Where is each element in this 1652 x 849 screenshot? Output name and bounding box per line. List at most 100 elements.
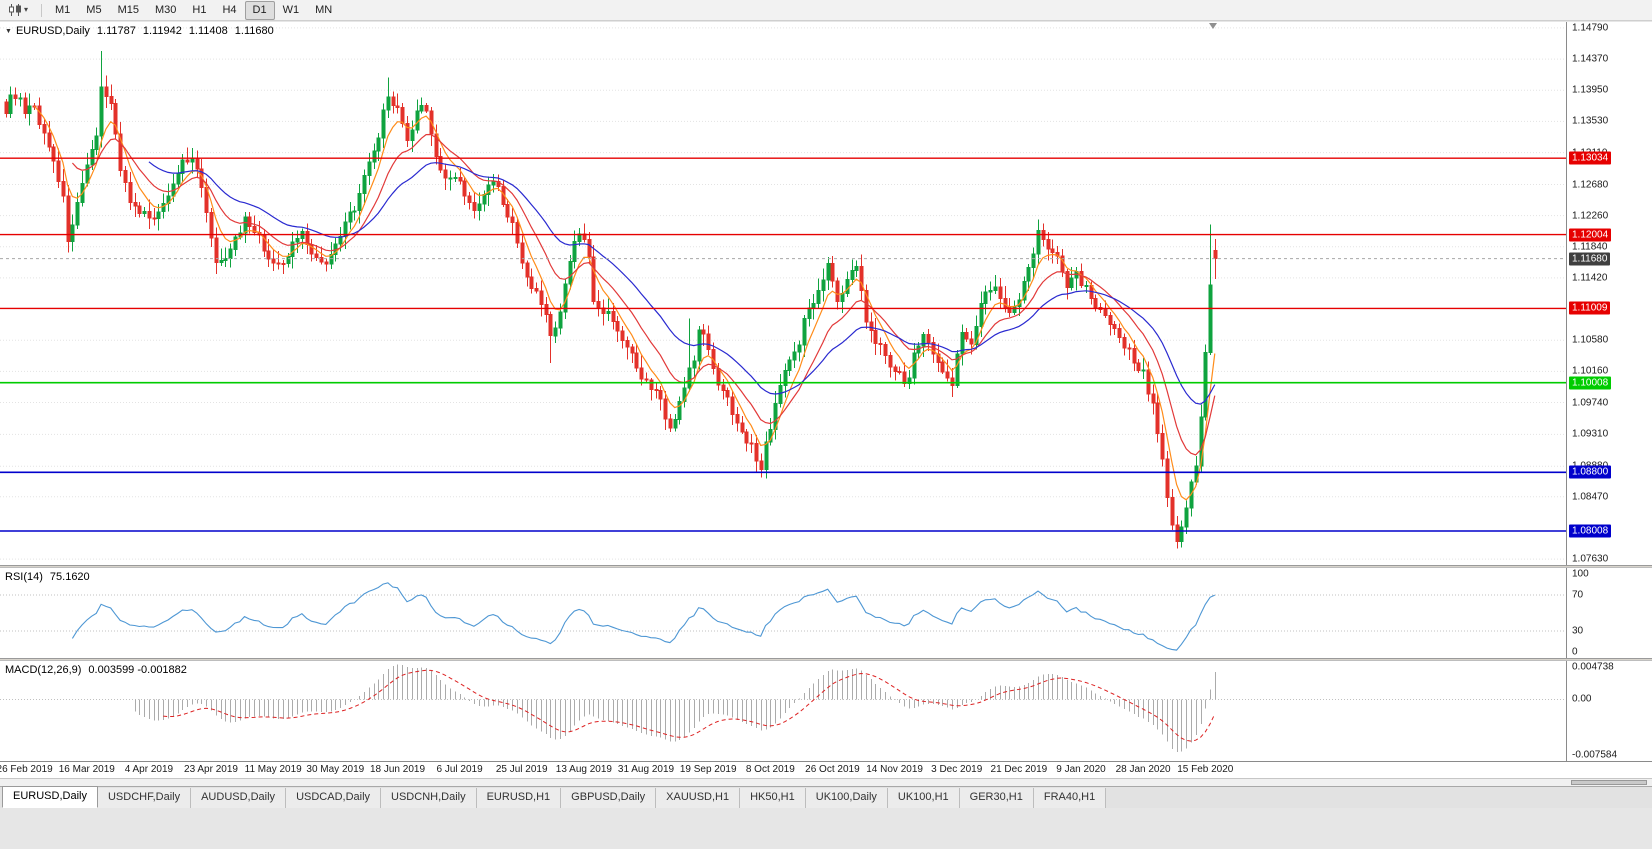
timeframe-button-w1[interactable]: W1 bbox=[282, 3, 300, 16]
rsi-axis-tick: 100 bbox=[1572, 568, 1589, 580]
price-axis-tick: 1.09740 bbox=[1572, 397, 1609, 408]
rsi-header: RSI(14) 75.1620 bbox=[5, 571, 90, 583]
one-click-trading-toggle[interactable]: ▼ bbox=[5, 28, 12, 35]
chart-symbol-label: EURUSD,Daily bbox=[15, 25, 90, 37]
rsi-axis-tick: 70 bbox=[1572, 589, 1584, 601]
chart-tab-eurusd-daily[interactable]: EURUSD,Daily bbox=[2, 786, 98, 808]
price-line-label: 1.11009 bbox=[1569, 301, 1611, 315]
timeframe-button-m30[interactable]: M30 bbox=[154, 3, 177, 16]
chart-tab-fra40-h1[interactable]: FRA40,H1 bbox=[1033, 788, 1107, 808]
macd-axis[interactable]: 0.004738 0.00 -0.007584 bbox=[1566, 661, 1652, 761]
time-axis-label: 28 Jan 2020 bbox=[1115, 764, 1171, 775]
rsi-axis-tick: 30 bbox=[1572, 625, 1584, 637]
chart-shift-marker[interactable] bbox=[1209, 23, 1217, 29]
price-axis-tick: 1.08470 bbox=[1572, 491, 1609, 503]
time-axis-label: 3 Dec 2019 bbox=[931, 764, 983, 775]
timeframe-button-h1[interactable]: H1 bbox=[192, 3, 207, 16]
price-axis-tick: 1.12260 bbox=[1572, 210, 1609, 222]
ohlc-open: 1.11787 bbox=[96, 25, 136, 37]
time-axis-label: 16 Mar 2019 bbox=[58, 764, 115, 775]
chart-tab-hk50-h1[interactable]: HK50,H1 bbox=[740, 788, 806, 808]
rsi-axis[interactable]: 100 70 30 0 bbox=[1566, 568, 1652, 658]
macd-axis-tick: -0.007584 bbox=[1572, 749, 1618, 761]
rsi-name-label: RSI(14) bbox=[5, 571, 43, 583]
toolbar-separator bbox=[41, 3, 43, 17]
time-axis-label: 21 Dec 2019 bbox=[990, 764, 1048, 775]
time-axis-label: 31 Aug 2019 bbox=[617, 764, 675, 775]
macd-axis-tick: 0.00 bbox=[1572, 693, 1592, 705]
macd-name-label: MACD(12,26,9) bbox=[5, 664, 82, 676]
chart-tab-uk100-h1[interactable]: UK100,H1 bbox=[887, 788, 960, 808]
time-axis-label: 30 May 2019 bbox=[306, 764, 365, 775]
time-axis-label: 14 Nov 2019 bbox=[866, 764, 923, 775]
scrollbar-thumb[interactable] bbox=[1571, 780, 1647, 785]
price-axis-tick: 1.10160 bbox=[1572, 365, 1609, 377]
chart-tab-usdcnh-daily[interactable]: USDCNH,Daily bbox=[381, 788, 477, 808]
panel-separator[interactable] bbox=[0, 658, 1652, 661]
chart-tab-ger30-h1[interactable]: GER30,H1 bbox=[959, 788, 1034, 808]
statusbar-area bbox=[0, 808, 1652, 849]
chart-tab-gbpusd-daily[interactable]: GBPUSD,Daily bbox=[561, 788, 657, 808]
rsi-panel[interactable]: RSI(14) 75.1620 bbox=[0, 568, 1566, 658]
price-line-label: 1.10008 bbox=[1569, 376, 1612, 390]
candlestick-chart-icon bbox=[9, 4, 21, 16]
chart-tab-xauusd-h1[interactable]: XAUUSD,H1 bbox=[656, 788, 741, 808]
price-chart-panel[interactable]: ▼ EURUSD,Daily 1.11787 1.11942 1.11408 1.1168… bbox=[0, 22, 1566, 565]
price-axis-tick: 1.11840 bbox=[1572, 241, 1608, 253]
chart-tab-eurusd-h1[interactable]: EURUSD,H1 bbox=[476, 788, 562, 808]
macd-axis-tick: 0.004738 bbox=[1572, 661, 1614, 673]
price-axis-tick: 1.14790 bbox=[1572, 22, 1609, 34]
price-axis-tick: 1.07630 bbox=[1572, 553, 1609, 565]
time-axis-label: 9 Jan 2020 bbox=[1056, 764, 1106, 775]
time-axis-label: 26 Feb 2019 bbox=[0, 764, 53, 775]
price-axis-tick: 1.14370 bbox=[1572, 53, 1609, 65]
chart-tab-usdcad-daily[interactable]: USDCAD,Daily bbox=[286, 788, 382, 808]
panel-separator[interactable] bbox=[0, 565, 1652, 568]
timeframe-toolbar: ▾ M1 M5 M15 M30 H1 H4 D1 W1 MN bbox=[0, 0, 1652, 21]
price-line-label: 1.12004 bbox=[1569, 228, 1612, 242]
timeframe-button-m1[interactable]: M1 bbox=[55, 3, 71, 16]
price-axis-tick: 1.09310 bbox=[1572, 428, 1609, 440]
price-axis-tick: 1.11420 bbox=[1572, 272, 1608, 284]
time-axis-label: 11 May 2019 bbox=[244, 764, 302, 775]
timeframe-button-d1[interactable]: D1 bbox=[244, 0, 275, 20]
time-axis[interactable]: 26 Feb 2019 16 Mar 2019 4 Apr 2019 23 Apr 2… bbox=[0, 761, 1652, 778]
macd-value-label: 0.003599 -0.001882 bbox=[88, 664, 187, 676]
dropdown-caret-icon: ▾ bbox=[24, 5, 29, 14]
timeframe-button-m15[interactable]: M15 bbox=[117, 3, 139, 16]
horizontal-scrollbar[interactable] bbox=[0, 778, 1652, 786]
chart-tab-uk100-daily[interactable]: UK100,Daily bbox=[805, 788, 888, 808]
time-axis-label: 15 Feb 2020 bbox=[1177, 764, 1234, 775]
timeframe-button-mn[interactable]: MN bbox=[315, 3, 333, 16]
timeframe-button-group: M1 M5 M15 M30 H1 H4 D1 W1 MN bbox=[47, 0, 340, 20]
price-line-label: 1.08008 bbox=[1569, 524, 1612, 538]
timeframe-button-m5[interactable]: M5 bbox=[86, 3, 102, 16]
time-axis-label: 26 Oct 2019 bbox=[805, 764, 860, 775]
rsi-value-label: 75.1620 bbox=[49, 571, 90, 583]
price-axis-tick: 1.13530 bbox=[1572, 115, 1609, 127]
chart-ohlc-header: ▼ EURUSD,Daily 1.11787 1.11942 1.11408 1.1168… bbox=[5, 25, 274, 37]
macd-panel[interactable]: MACD(12,26,9) 0.003599 -0.001882 bbox=[0, 661, 1566, 761]
price-line-label: 1.08800 bbox=[1569, 465, 1612, 479]
time-axis-label: 25 Jul 2019 bbox=[495, 764, 548, 775]
chart-tab-usdchf-daily[interactable]: USDCHF,Daily bbox=[97, 788, 192, 808]
chart-tab-bar: EURUSD,Daily USDCHF,Daily AUDUSD,Daily USDC… bbox=[0, 786, 1652, 808]
ohlc-low: 1.11408 bbox=[188, 25, 228, 37]
time-axis-label: 19 Sep 2019 bbox=[679, 764, 737, 775]
chart-tab-audusd-daily[interactable]: AUDUSD,Daily bbox=[191, 788, 287, 808]
timeframe-button-h4[interactable]: H4 bbox=[222, 3, 237, 16]
price-axis[interactable]: 1.147901.143701.139501.135301.131101.126… bbox=[1566, 22, 1652, 565]
time-axis-label: 6 Jul 2019 bbox=[436, 764, 483, 775]
ohlc-close: 1.11680 bbox=[234, 25, 274, 37]
chart-type-button[interactable]: ▾ bbox=[4, 3, 32, 17]
current-price-label: 1.11680 bbox=[1569, 252, 1611, 266]
macd-header: MACD(12,26,9) 0.003599 -0.001882 bbox=[5, 664, 187, 676]
time-axis-label: 8 Oct 2019 bbox=[745, 764, 795, 775]
price-line-label: 1.13034 bbox=[1569, 151, 1612, 165]
rsi-axis-tick: 0 bbox=[1572, 646, 1578, 658]
ohlc-high: 1.11942 bbox=[142, 25, 182, 37]
price-axis-tick: 1.10580 bbox=[1572, 334, 1609, 346]
time-axis-label: 13 Aug 2019 bbox=[555, 764, 612, 775]
time-axis-label: 18 Jun 2019 bbox=[369, 764, 426, 775]
